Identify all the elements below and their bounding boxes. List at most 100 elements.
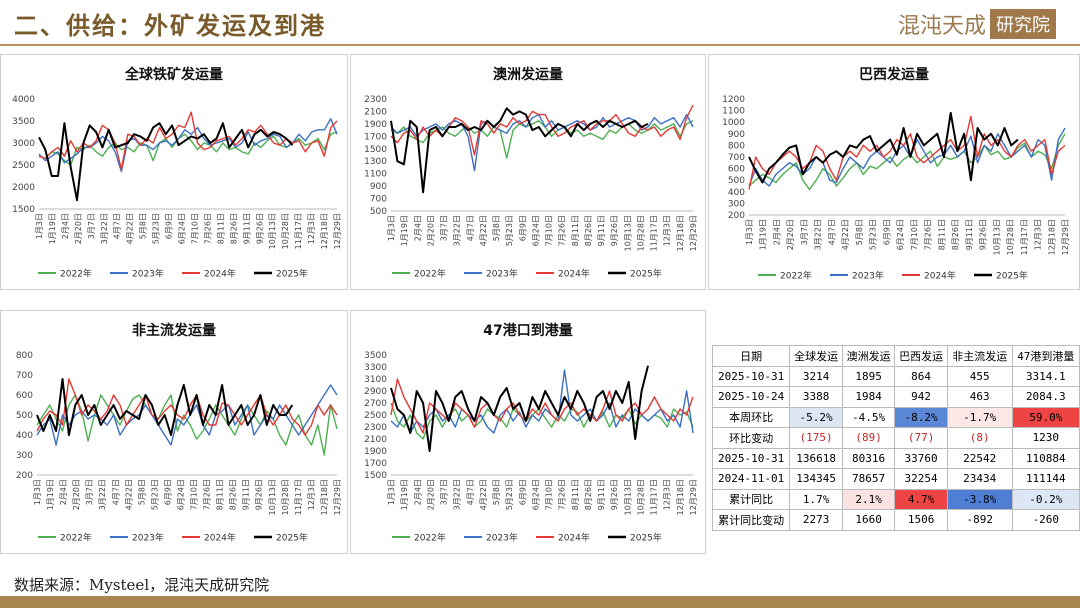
legend-label: 2022年 [414,532,446,544]
x-tick-label: 4月22日 [479,479,488,510]
x-tick-label: 12月29日 [689,215,698,251]
data-source: 数据来源：Mysteel，混沌天成研究院 [14,576,270,594]
series-line [390,378,694,434]
x-tick-label: 10月28日 [636,479,645,515]
x-tick-label: 8月11日 [216,213,225,244]
legend-label: 2022年 [780,270,812,282]
y-tick-label: 900 [370,182,387,192]
table-cell: 455 [946,365,1013,387]
table-cell: 32254 [894,468,948,490]
x-tick-label: 7月26日 [203,479,212,510]
x-tick-label: 4月7日 [113,213,122,239]
table-header-cell: 日期 [711,345,791,367]
x-tick-label: 8月11日 [937,219,946,250]
x-tick-label: 4月7日 [111,479,120,505]
x-tick-label: 9月11日 [965,219,974,250]
y-tick-label: 3000 [12,139,35,149]
x-tick-label: 6月24日 [896,219,905,250]
legend-label: 2024年 [558,268,590,280]
x-tick-label: 9月11日 [597,479,606,510]
table-row: 2025-10-31 3214 1895 864 455 3314.1 [711,365,1080,387]
table-row: 累计同比 1.7% 2.1% 4.7% -3.8% -0.2% [711,488,1080,510]
x-tick-label: 5月8日 [139,213,148,239]
x-tick-label: 10月13日 [623,479,632,515]
x-tick-label: 6月24日 [176,479,185,510]
y-tick-label: 900 [728,130,745,140]
table-cell: 463 [946,386,1013,408]
y-tick-label: 500 [728,176,745,186]
table-row: 累计同比变动 2273 1660 1506 -892 -260 [711,509,1080,531]
x-tick-label: 2月20日 [426,215,435,246]
table-header-cell: 巴西发运 [894,345,948,367]
x-tick-label: 9月11日 [242,479,251,510]
chart-title: 全球铁矿发运量 [124,66,223,83]
table-cell: 2025-10-24 [711,386,791,408]
x-tick-label: 5月8日 [855,219,864,245]
x-tick-label: 1月19日 [48,213,57,244]
x-tick-label: 5月8日 [492,479,501,505]
x-tick-label: 12月18日 [676,479,685,515]
x-tick-label: 7月10日 [190,479,199,510]
x-tick-label: 10月28日 [636,215,645,251]
x-tick-label: 4月7日 [827,219,836,245]
table-cell: (8) [946,427,1013,449]
chart-panel-global: 全球铁矿发运量 1500 2000 2500 3000 3500 4000 1月3日 1月19日… [0,54,348,290]
x-tick-label: 9月11日 [597,215,606,246]
table-header-cell: 澳洲发运 [841,345,896,367]
table-row: 2024-11-01 134345 78657 32254 23434 111144 [711,468,1080,490]
series-line [748,111,1019,184]
y-tick-label: 600 [16,391,33,401]
chart-title: 巴西发运量 [859,66,929,83]
x-tick-label: 12月29日 [333,479,342,515]
y-tick-label: 1100 [722,107,745,117]
chart-47port-arrivals: 47港口到港量 1500 1700 1900 2100 2300 2500 2700 2900 3… [364,322,698,544]
x-tick-label: 3月22日 [98,479,107,510]
chart-panel-australia: 澳洲发运量 500 700 900 1100 1300 1500 1700 1900 2100 23… [350,54,706,290]
legend-label: 2025年 [276,532,308,544]
x-tick-label: 7月26日 [924,219,933,250]
x-tick-label: 6月24日 [178,213,187,244]
y-tick-label: 2100 [364,107,387,117]
x-tick-label: 3月22日 [100,213,109,244]
table-row: 本周环比 -5.2% -4.5% -8.2% -1.7% 59.0% [711,406,1080,428]
table-header-cell: 47港到港量 [1011,345,1080,367]
table-cell: -892 [946,509,1013,531]
series-line [38,122,294,202]
table-body: 2025-10-31 3214 1895 864 455 3314.1 2025-10-24… [711,365,1080,531]
x-tick-label: 2月20日 [72,479,81,510]
table-cell: 2273 [789,509,843,531]
table-cell: 864 [894,365,948,387]
table-header-cell: 全球发运 [789,345,843,367]
x-tick-label: 12月18日 [676,215,685,251]
x-tick-label: 4月7日 [466,479,475,505]
y-tick-label: 1700 [364,132,387,142]
x-tick-label: 11月17日 [1020,219,1029,255]
table-row: 2025-10-31 136618 80316 33760 22542 110884 [711,447,1080,469]
series-line [748,115,1066,190]
x-tick-label: 6月9日 [165,213,174,239]
table-cell: (77) [894,427,948,449]
x-tick-label: 9月26日 [255,213,264,244]
x-tick-label: 6月9日 [882,219,891,245]
x-tick-label: 12月3日 [307,213,316,244]
y-tick-label: 1000 [722,118,745,128]
legend-label: 2025年 [630,532,662,544]
x-tick-label: 8月11日 [571,479,580,510]
table-cell: 78657 [841,468,896,490]
x-tick-label: 11月17日 [294,479,303,515]
table-cell: 1895 [841,365,896,387]
y-tick-label: 1900 [364,447,387,457]
table-cell: 2025-10-31 [711,447,791,469]
y-tick-label: 500 [370,207,387,217]
x-tick-label: 10月28日 [1006,219,1015,255]
y-tick-label: 400 [728,188,745,198]
table-cell: 59.0% [1011,406,1080,428]
summary-table: 日期 全球发运 澳洲发运 巴西发运 非主流发运 47港到港量 2025-10-31 3214… [711,345,1080,531]
y-tick-label: 2500 [12,161,35,171]
table-cell: 累计同比变动 [711,509,791,531]
y-tick-label: 3500 [364,351,387,361]
x-tick-label: 1月3日 [387,215,396,241]
y-tick-label: 1500 [364,471,387,481]
chart-panel-nonmainstream: 非主流发运量 200 300 400 500 600 700 800 1月3日 1月19日 2月4日… [0,310,348,554]
legend-label: 2025年 [630,268,662,280]
